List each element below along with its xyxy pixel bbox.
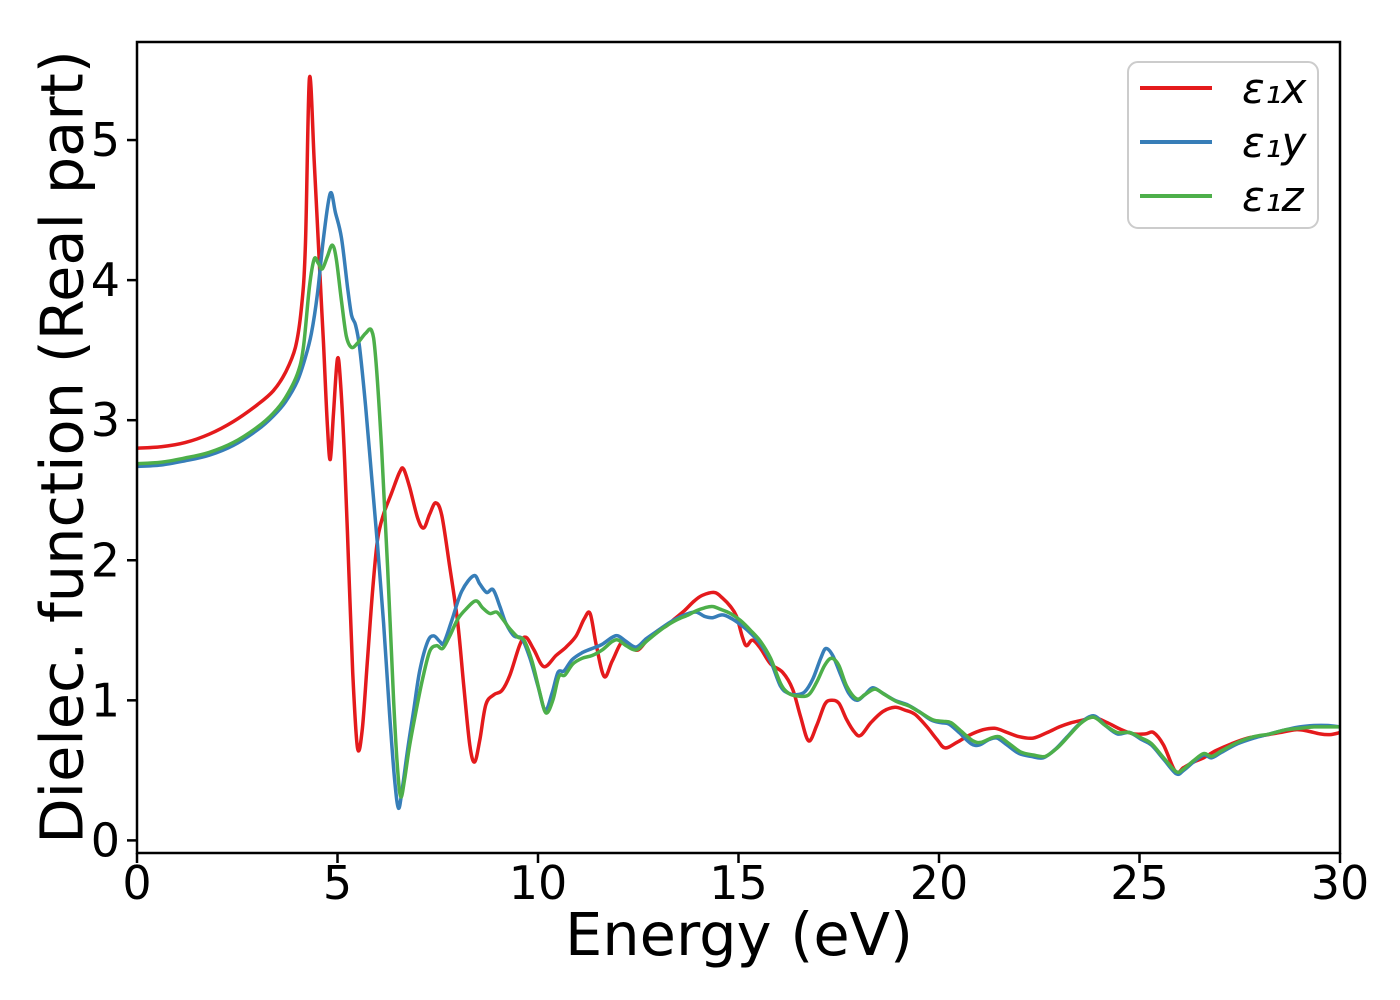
series-epsilon1-y-curve (137, 190, 1340, 810)
legend-label-epsilon1-y: ε₁y (1242, 118, 1308, 167)
legend: ε₁x ε₁y ε₁z (1127, 61, 1319, 229)
y-tick-label-3: 3 (91, 393, 120, 447)
y-tick-label-2: 2 (91, 533, 120, 587)
x-tick-label-0: 0 (122, 856, 151, 910)
legend-frame (1127, 61, 1319, 229)
x-tick-label-20: 20 (910, 856, 969, 910)
x-axis-label: Energy (eV) (564, 900, 913, 969)
series-epsilon1-z-curve (137, 243, 1340, 799)
y-tick-label-1: 1 (91, 673, 120, 727)
x-tick-label-5: 5 (323, 856, 352, 910)
x-tick-label-10: 10 (509, 856, 568, 910)
x-tick-label-30: 30 (1311, 856, 1370, 910)
legend-label-epsilon1-x: ε₁x (1242, 64, 1308, 113)
x-tick-label-25: 25 (1110, 856, 1169, 910)
x-tick-label-15: 15 (709, 856, 768, 910)
y-tick-label-0: 0 (91, 813, 120, 867)
y-axis-label: Dielec. function (Real part) (27, 50, 97, 844)
y-tick-label-4: 4 (91, 253, 120, 307)
y-tick-label-5: 5 (91, 113, 120, 167)
plot-border (135, 40, 1342, 855)
legend-label-epsilon1-z: ε₁z (1242, 172, 1305, 221)
